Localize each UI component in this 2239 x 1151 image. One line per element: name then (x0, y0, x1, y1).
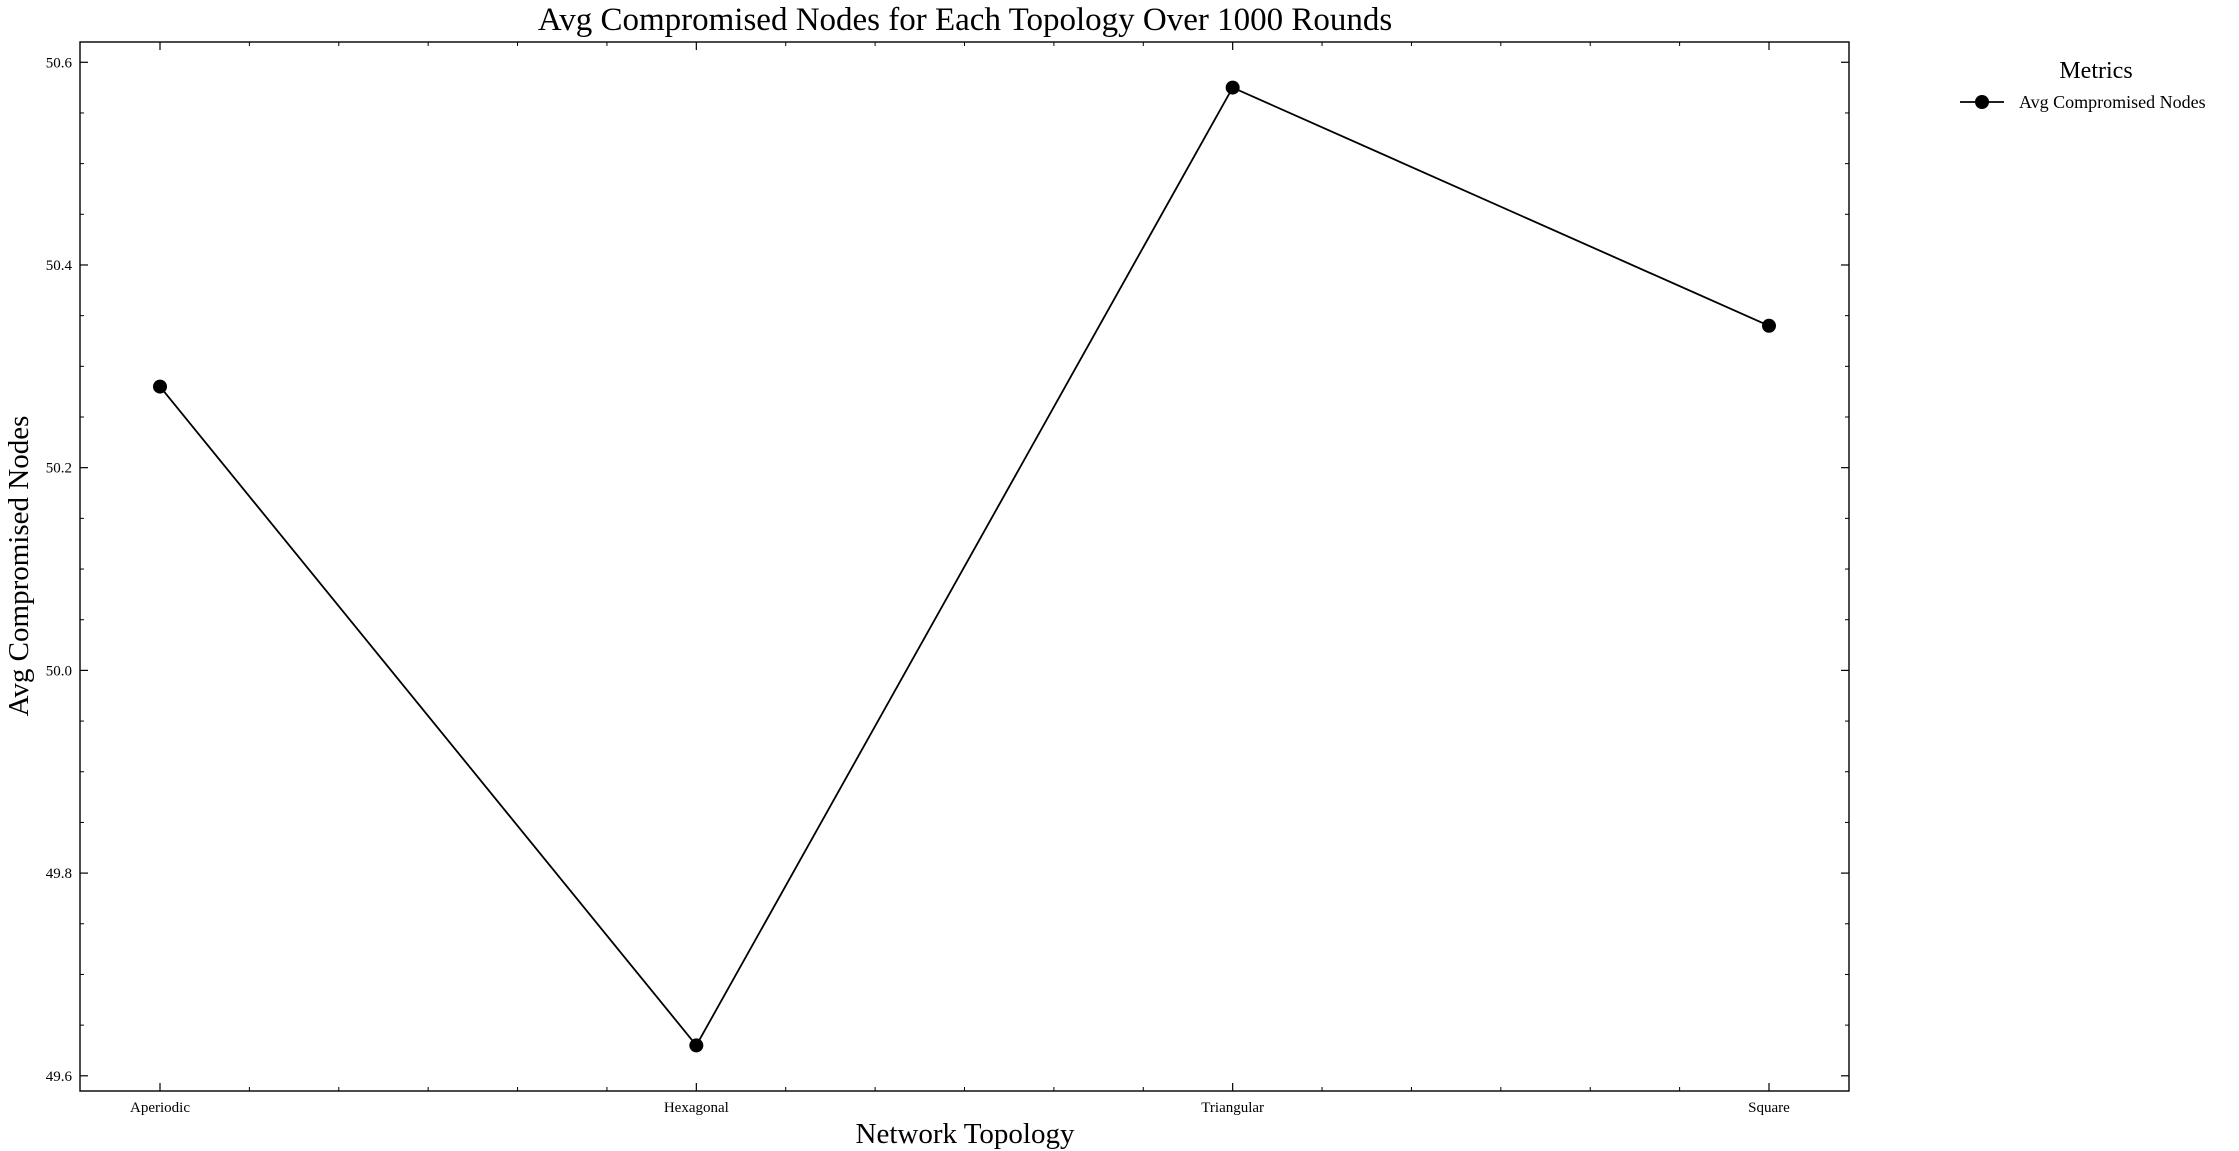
x-tick-label: Hexagonal (664, 1100, 729, 1116)
x-tick-label: Triangular (1201, 1100, 1264, 1116)
y-tick-label: 50.2 (46, 461, 72, 477)
chart-title: Avg Compromised Nodes for Each Topology … (538, 2, 1392, 38)
y-axis-label: Avg Compromised Nodes (3, 416, 35, 717)
data-point-hexagonal (689, 1038, 704, 1053)
legend-title: Metrics (2059, 58, 2132, 84)
series-layer (153, 80, 1776, 1053)
series-line-1 (159, 86, 1770, 1047)
data-point-aperiodic (153, 379, 167, 394)
x-axis-label: Network Topology (856, 1118, 1075, 1150)
legend-label-series-1: Avg Compromised Nodes (2019, 92, 2206, 112)
y-tick-label: 49.8 (46, 866, 72, 882)
y-tick-label: 50.6 (46, 55, 73, 71)
x-tick-label: Aperiodic (130, 1100, 190, 1116)
y-axis-ticks: 49.6 49.8 50.0 50.2 50.4 50.6 (46, 55, 1849, 1085)
data-point-square (1762, 318, 1776, 333)
legend-marker-swatch (1975, 95, 1989, 109)
legend: Metrics Avg Compromised Nodes (1960, 58, 2206, 112)
y-tick-label: 50.0 (46, 663, 72, 679)
data-point-triangular (1225, 80, 1240, 95)
x-axis-ticks: Aperiodic Hexagonal Triangular Square (130, 42, 1790, 1116)
x-tick-label: Square (1748, 1100, 1790, 1116)
y-tick-label: 49.6 (46, 1069, 73, 1085)
y-tick-label: 50.4 (46, 258, 73, 274)
